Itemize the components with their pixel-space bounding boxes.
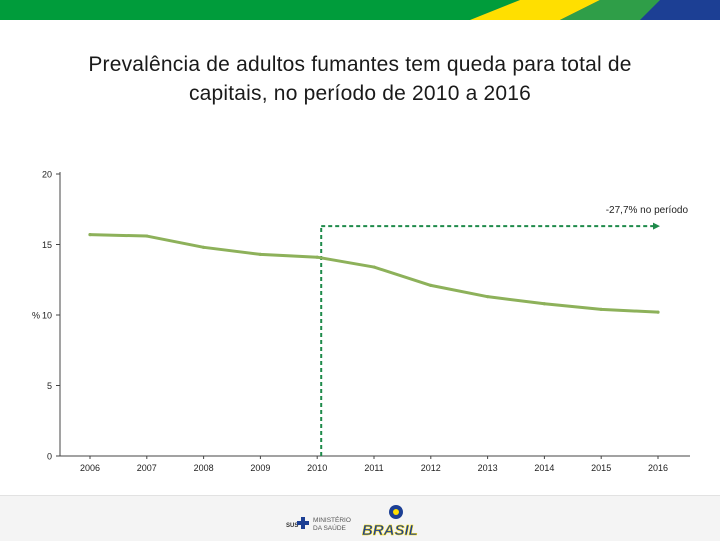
banner-green-band [0,0,520,20]
slide-title-line-2: capitais, no período de 2010 a 2016 [188,82,532,105]
data-point [145,234,149,238]
banner-green-stripe [560,0,660,20]
y-tick-label: 20 [42,170,52,180]
x-tick-label: 2014 [534,463,554,473]
y-axis-label: % [32,311,40,321]
footer-band [0,495,720,541]
y-axis-ticks: 0 5 10 15 20% [32,170,60,462]
data-point [372,265,376,269]
x-tick-label: 2007 [137,463,157,473]
data-point [599,307,603,311]
y-tick-label: 15 [42,240,52,250]
series-line [88,233,660,314]
x-tick-label: 2012 [421,463,441,473]
data-point [429,283,433,287]
slide-title-line-1: Prevalência de adultos fumantes tem qued… [88,53,632,76]
annotation-arrowhead-icon [653,222,660,230]
x-tick-label: 2008 [194,463,214,473]
x-tick-label: 2013 [478,463,498,473]
annotation-label: -27,7% no período [606,205,689,216]
x-tick-label: 2016 [648,463,668,473]
x-tick-label: 2010 [307,463,327,473]
x-tick-label: 2006 [80,463,100,473]
data-point [202,245,206,249]
data-point [258,252,262,256]
change-annotation: -27,7% no período [320,205,689,456]
banner-yellow-band [470,0,600,20]
x-tick-label: 2011 [364,463,383,473]
data-point [315,255,319,259]
data-point [542,302,547,306]
x-axis-ticks: 2006 2007 2008 2009 2010 2011 2012 2013 2014 2015… [80,456,668,473]
data-point [656,310,660,314]
top-banner-decoration [0,0,720,20]
y-tick-label: 10 [42,311,52,321]
y-tick-label: 0 [47,452,52,462]
chart-series [88,233,660,314]
slide-title: Prevalência de adultos fumantes tem qued… [20,50,700,108]
data-point [486,295,490,299]
x-tick-label: 2015 [591,463,611,473]
chart-axes [59,172,690,457]
x-tick-label: 2009 [250,463,270,473]
data-point [88,233,92,237]
y-tick-label: 5 [47,381,52,391]
